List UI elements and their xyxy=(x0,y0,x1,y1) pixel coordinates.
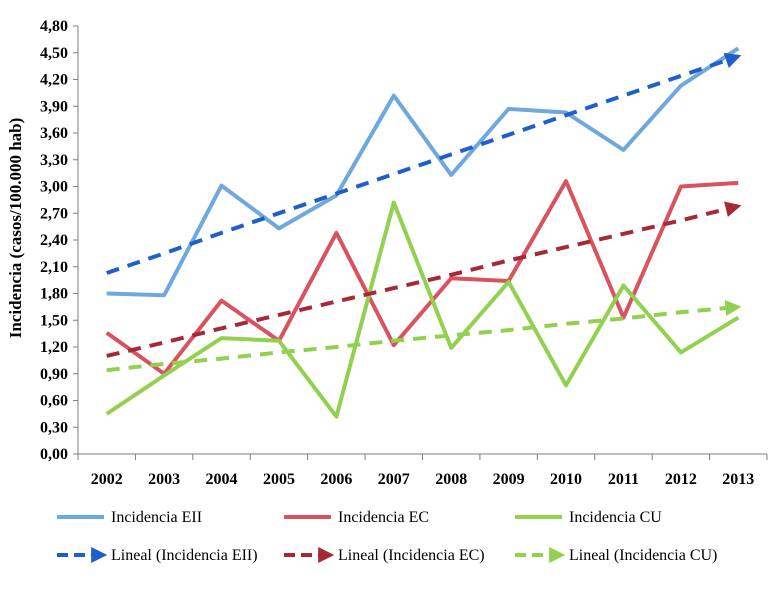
x-tick-label: 2013 xyxy=(722,471,754,488)
x-tick-label: 2003 xyxy=(148,471,180,488)
y-tick-label: 1,50 xyxy=(40,312,68,329)
y-tick-label: 0,60 xyxy=(40,393,68,410)
y-tick-label: 0,00 xyxy=(40,446,68,463)
y-tick-label: 2,10 xyxy=(40,259,68,276)
legend-label: Lineal (Incidencia EC) xyxy=(338,547,485,564)
axes-layer: 0,00 0,30 0,60 0,90 1,20 1,50 1,80 2,10 2,40 2,70… xyxy=(40,18,768,488)
legend-item-lineal-incidencia-eii: Lineal (Incidencia EII) xyxy=(57,547,258,564)
series-layer xyxy=(105,46,742,419)
y-tick-label: 2,40 xyxy=(40,232,68,249)
x-tick-label: 2012 xyxy=(665,471,697,488)
series-line-incidencia-eii xyxy=(106,46,740,298)
series-line-incidencia-cu xyxy=(105,200,740,419)
x-tick-label: 2011 xyxy=(608,471,639,488)
legend-label: Lineal (Incidencia CU) xyxy=(569,547,717,564)
x-tick-label: 2004 xyxy=(206,471,238,488)
y-tick-label: 0,30 xyxy=(40,419,68,436)
legend-item-incidencia-eii: Incidencia EII xyxy=(57,509,202,526)
x-tick-label: 2007 xyxy=(378,471,410,488)
y-axis-title: Incidencia (casos/100.000 hab) xyxy=(6,118,25,339)
legend-item-incidencia-cu: Incidencia CU xyxy=(515,509,662,526)
x-tick-label: 2002 xyxy=(91,471,123,488)
series-line-lineal-incidencia-ec xyxy=(106,201,742,358)
legend-label: Lineal (Incidencia EII) xyxy=(111,547,258,564)
legend-layer: Incidencia EII Incidencia EC Incidencia CU… xyxy=(57,509,717,564)
legend-label: Incidencia EC xyxy=(338,509,429,526)
legend-item-lineal-incidencia-cu: Lineal (Incidencia CU) xyxy=(515,547,717,564)
y-tick-label: 3,90 xyxy=(40,98,68,115)
legend-item-incidencia-ec: Incidencia EC xyxy=(284,509,429,526)
x-tick-label: 2005 xyxy=(263,471,295,488)
x-tick-label: 2008 xyxy=(435,471,467,488)
y-tick-label: 0,90 xyxy=(40,366,68,383)
x-tick-label: 2010 xyxy=(550,471,582,488)
x-tick-label: 2006 xyxy=(320,471,352,488)
y-tick-label: 4,80 xyxy=(40,18,68,35)
x-tick-label: 2009 xyxy=(493,471,525,488)
y-tick-label: 1,20 xyxy=(40,339,68,356)
y-tick-label: 4,50 xyxy=(40,45,68,62)
y-tick-label: 4,20 xyxy=(40,72,68,89)
series-line-lineal-incidencia-cu xyxy=(106,300,742,373)
y-tick-label: 3,30 xyxy=(40,152,68,169)
legend-item-lineal-incidencia-ec: Lineal (Incidencia EC) xyxy=(284,547,485,564)
legend-label: Incidencia EII xyxy=(111,509,202,526)
y-tick-label: 1,80 xyxy=(40,286,68,303)
y-tick-label: 3,60 xyxy=(40,125,68,142)
series-line-lineal-incidencia-eii xyxy=(106,52,742,275)
y-tick-label: 3,00 xyxy=(40,179,68,196)
y-tick-label: 2,70 xyxy=(40,205,68,222)
legend-label: Incidencia CU xyxy=(569,509,662,526)
